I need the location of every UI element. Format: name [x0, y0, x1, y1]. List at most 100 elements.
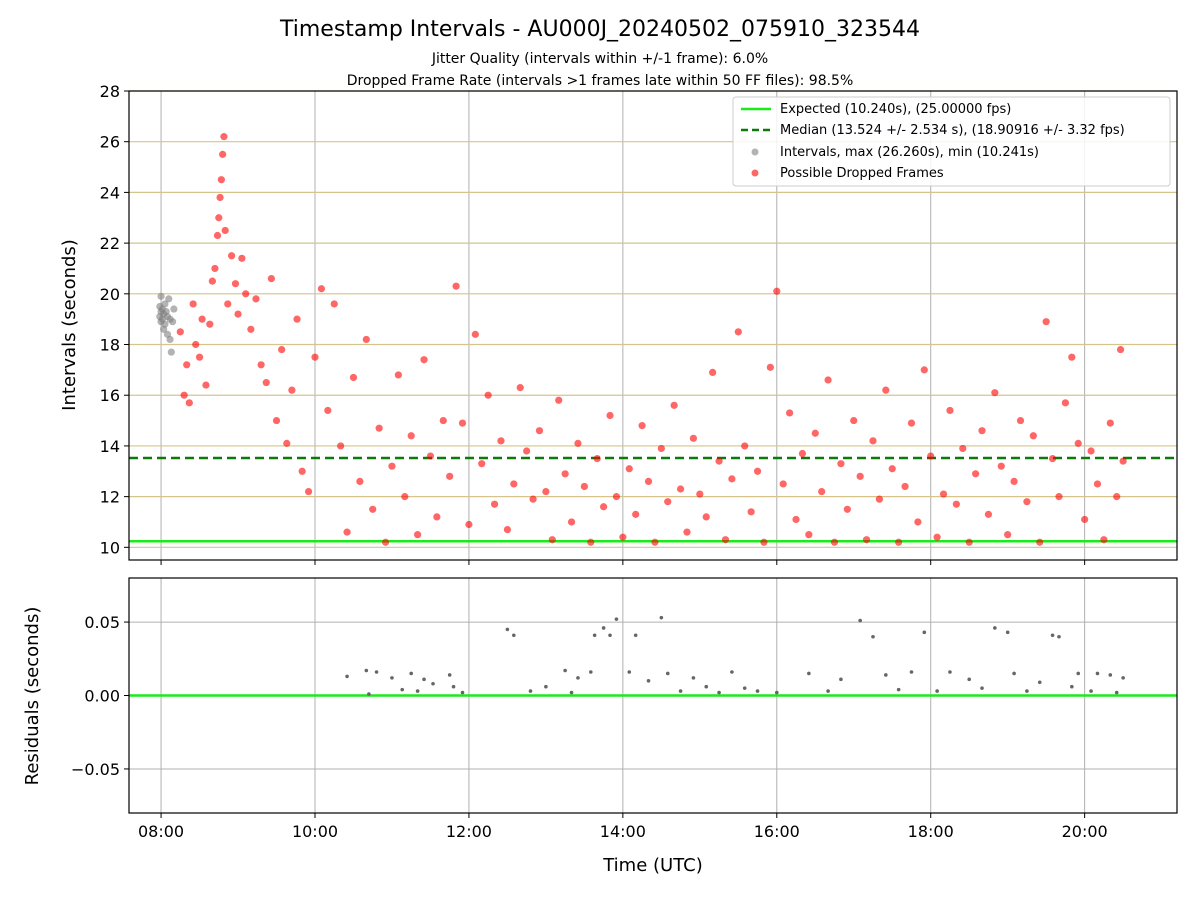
dropped-frame-point [206, 320, 214, 328]
residual-point [1121, 676, 1125, 680]
dropped-frame-point [272, 416, 281, 425]
dropped-frame-point [728, 475, 736, 483]
dropped-frame-point [452, 282, 460, 290]
residuals-y-axis-label: Residuals (seconds) [22, 607, 43, 786]
dropped-frame-point [991, 389, 999, 397]
dropped-frame-point [664, 498, 672, 506]
dropped-frame-point [523, 447, 531, 455]
dropped-frame-point [721, 536, 730, 544]
dropped-frame-point [805, 531, 813, 539]
dropped-frame-point [407, 432, 415, 440]
intervals-y-tick-label: 12 [100, 488, 120, 507]
intervals-y-tick-label: 18 [100, 336, 120, 355]
residuals-y-tick-label: 0.00 [84, 687, 120, 706]
residual-point [980, 686, 984, 690]
dropped-frame-point [213, 231, 222, 240]
residual-point [896, 687, 901, 692]
dropped-frame-point [375, 424, 383, 432]
intervals-panel: 10 12 14 16 18 20 22 24 26 28 Intervals (seconds)… [59, 82, 1178, 565]
dropped-frame-point [231, 280, 240, 288]
intervals-y-axis-label: Intervals (seconds) [59, 239, 80, 411]
dropped-frame-point [734, 328, 742, 336]
dropped-frame-point [1016, 416, 1025, 425]
dropped-frame-point [220, 133, 228, 141]
dropped-frame-point [458, 419, 467, 427]
dropped-frame-point [234, 310, 242, 318]
residual-point [588, 670, 593, 674]
dropped-frame-point [914, 518, 922, 526]
legend-dropped-swatch [751, 169, 759, 177]
dropped-frame-point [555, 396, 563, 404]
dropped-frame-point [484, 391, 492, 399]
dropped-frame-point [676, 485, 685, 493]
dropped-frame-point [219, 150, 227, 158]
dropped-frame-point [1042, 318, 1050, 326]
residuals-points [345, 615, 1125, 696]
dropped-frame-point [593, 454, 601, 463]
dropped-frame-point [978, 427, 986, 435]
chart-subtitle-jitter: Jitter Quality (intervals within +/-1 fr… [431, 51, 768, 67]
dropped-frame-point [288, 386, 296, 394]
residual-point [967, 677, 971, 682]
residual-point [400, 687, 405, 692]
intervals-points [156, 133, 1127, 546]
dropped-frame-point [657, 444, 665, 453]
chart-title: Timestamp Intervals - AU000J_20240502_07… [279, 17, 920, 42]
dropped-frame-point [414, 531, 422, 539]
dropped-frame-point [216, 193, 224, 202]
residual-point [364, 668, 369, 673]
dropped-frame-point [283, 439, 291, 447]
residual-point [935, 689, 939, 693]
dropped-frame-point [606, 411, 614, 420]
dropped-frame-point [837, 460, 845, 468]
dropped-frame-point [1068, 353, 1076, 361]
dropped-frame-point [535, 427, 544, 435]
residual-point [807, 671, 811, 676]
interval-point [166, 335, 174, 344]
dropped-frame-point [439, 416, 447, 425]
dropped-frame-point [1106, 419, 1114, 427]
dropped-frame-point [747, 508, 755, 516]
residuals-y-ticks: −0.05 0.00 0.05 [71, 613, 129, 779]
dropped-frame-point [907, 419, 916, 427]
interval-point [167, 348, 175, 356]
dropped-frame-point [317, 285, 326, 293]
dropped-frame-point [696, 490, 704, 498]
dropped-frame-point [362, 335, 370, 344]
intervals-y-tick-label: 20 [100, 285, 120, 304]
dropped-frame-point [869, 437, 877, 445]
dropped-frame-point [850, 416, 858, 425]
dropped-frame-point [369, 505, 377, 513]
dropped-frame-point [779, 480, 787, 488]
dropped-frame-point [1061, 399, 1070, 407]
residual-point [345, 674, 349, 679]
dropped-frame-point [1081, 515, 1089, 524]
dropped-frame-point [715, 457, 723, 465]
residual-point [1005, 630, 1010, 635]
intervals-axes-frame [128, 90, 1178, 561]
residual-point [431, 681, 435, 686]
residual-point [1012, 671, 1016, 676]
dropped-frame-point [478, 460, 486, 468]
residual-point [826, 689, 830, 693]
dropped-frame-point [843, 505, 851, 513]
residual-point [614, 617, 619, 621]
residuals-y-tick-label: 0.05 [84, 613, 120, 632]
dropped-frame-point [702, 513, 710, 521]
dropped-frame-point [183, 361, 191, 369]
dropped-frame-point [293, 315, 301, 323]
residual-point [730, 670, 734, 674]
chart-subtitle-dropped: Dropped Frame Rate (intervals >1 frames … [347, 73, 854, 89]
residual-point [909, 670, 914, 674]
legend-expected-label: Expected (10.240s), (25.00000 fps) [780, 102, 1011, 117]
dropped-frame-point [211, 264, 219, 273]
residual-point [608, 633, 612, 638]
residual-point [1108, 673, 1113, 677]
dropped-frame-point [426, 452, 435, 460]
dropped-frame-point [356, 477, 364, 486]
residual-point [1070, 684, 1074, 689]
residual-point [742, 686, 747, 690]
residual-point [755, 689, 760, 693]
dropped-frame-point [670, 401, 678, 409]
